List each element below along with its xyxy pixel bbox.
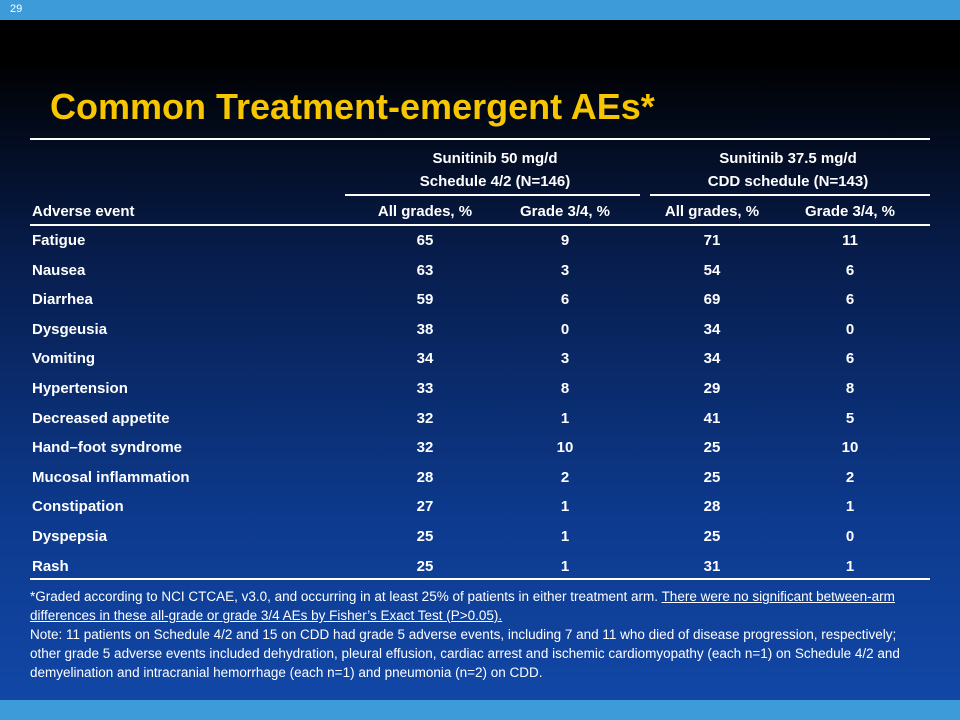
cell: 54 — [703, 261, 721, 279]
cell: 0 — [845, 320, 855, 338]
column-header: Grade 3/4, % — [804, 203, 896, 220]
cell: 1 — [845, 498, 855, 516]
row-label: Hand–foot syndrome — [32, 439, 183, 457]
cell: 31 — [703, 557, 721, 575]
cell: 3 — [560, 350, 570, 368]
row-label: Nausea — [32, 261, 86, 279]
cell: 63 — [416, 261, 434, 279]
group-header: Schedule 4/2 (N=146) — [419, 173, 571, 190]
top-bar — [0, 0, 960, 20]
cell: 9 — [560, 232, 570, 249]
cell: 25 — [416, 557, 434, 575]
row-label: Dysgeusia — [32, 320, 108, 338]
cell: 34 — [703, 350, 721, 368]
cell: 1 — [845, 557, 855, 575]
cell: 29 — [703, 380, 721, 397]
cell: 59 — [416, 291, 434, 309]
cell: 28 — [416, 468, 434, 486]
cell: 0 — [560, 320, 570, 338]
cell: 25 — [703, 439, 721, 457]
column-header: Grade 3/4, % — [519, 203, 611, 220]
cell: 71 — [703, 232, 721, 249]
cell: 1 — [560, 498, 570, 516]
cell: 8 — [560, 380, 570, 397]
cell: 1 — [560, 557, 570, 575]
page-number: 29 — [10, 3, 23, 15]
cell: 6 — [845, 350, 855, 368]
cell: 32 — [416, 409, 434, 427]
cell: 25 — [703, 468, 721, 486]
column-header: All grades, % — [664, 203, 760, 220]
row-label: Decreased appetite — [32, 409, 170, 427]
bottom-bar — [0, 700, 960, 720]
cell: 34 — [416, 350, 434, 368]
column-header: All grades, % — [377, 203, 473, 220]
group-rule — [650, 194, 930, 196]
cell: 8 — [845, 380, 855, 397]
cell: 28 — [703, 498, 721, 516]
cell: 33 — [416, 380, 434, 397]
cell: 34 — [703, 320, 721, 338]
row-label: Diarrhea — [32, 291, 93, 309]
group-header: Sunitinib 50 mg/d — [432, 150, 558, 167]
group-rule — [345, 194, 640, 196]
group-header: Sunitinib 37.5 mg/d — [719, 150, 857, 167]
row-label: Dyspepsia — [32, 528, 108, 545]
cell: 1 — [560, 409, 570, 427]
row-label: Constipation — [32, 498, 124, 516]
footnote-text: *Graded according to NCI CTCAE, v3.0, an… — [30, 589, 662, 604]
cell: 0 — [845, 528, 855, 545]
cell: 41 — [703, 409, 721, 427]
row-label: Fatigue — [32, 232, 86, 249]
row-label: Mucosal inflammation — [32, 468, 190, 486]
cell: 1 — [560, 528, 570, 545]
column-header: Adverse event — [32, 203, 135, 220]
cell: 6 — [560, 291, 570, 309]
cell: 25 — [416, 528, 434, 545]
title-rule — [30, 138, 930, 140]
cell: 5 — [845, 409, 855, 427]
group-header: CDD schedule (N=143) — [707, 173, 869, 190]
row-label: Vomiting — [32, 350, 96, 368]
title: Common Treatment-emergent AEs* — [50, 86, 655, 127]
cell: 25 — [703, 528, 721, 545]
header-rule — [30, 224, 930, 226]
row-label: Hypertension — [32, 380, 128, 397]
cell: 10 — [556, 439, 574, 457]
footnote: *Graded according to NCI CTCAE, v3.0, an… — [30, 587, 910, 682]
bottom-rule — [30, 578, 930, 580]
cell: 32 — [416, 439, 434, 457]
cell: 11 — [842, 232, 858, 249]
cell: 6 — [845, 261, 855, 279]
cell: 2 — [845, 468, 855, 486]
cell: 2 — [560, 468, 570, 486]
cell: 69 — [703, 291, 721, 309]
cell: 38 — [416, 320, 434, 338]
cell: 10 — [841, 439, 859, 457]
cell: 6 — [845, 291, 855, 309]
cell: 3 — [560, 261, 570, 279]
note: Note: 11 patients on Schedule 4/2 and 15… — [30, 627, 900, 680]
row-label: Rash — [32, 557, 69, 575]
cell: 65 — [416, 232, 434, 249]
cell: 27 — [416, 498, 434, 516]
footnote-underlined: There were no significant between-arm di… — [30, 589, 895, 623]
